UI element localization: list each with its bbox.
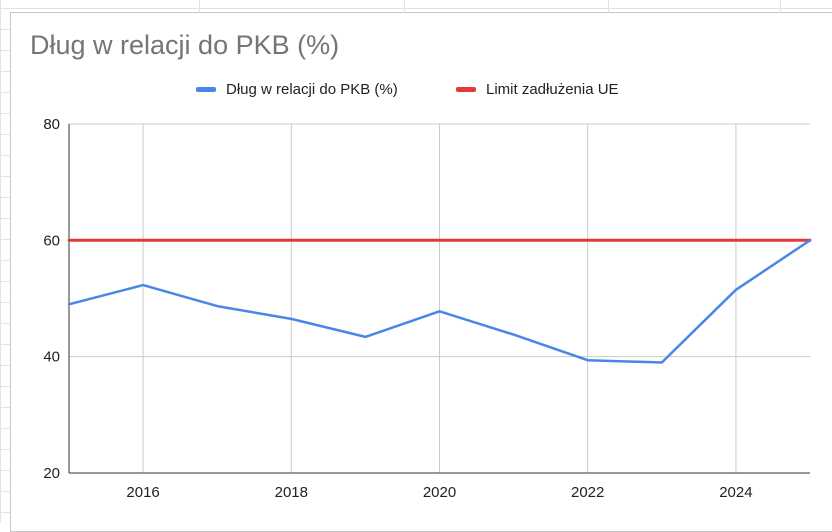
y-tick-label: 60 bbox=[43, 232, 60, 249]
y-tick-label: 20 bbox=[43, 465, 60, 482]
x-tick-label: 2020 bbox=[423, 484, 456, 501]
x-tick-label: 2016 bbox=[126, 484, 159, 501]
x-tick-label: 2018 bbox=[275, 484, 308, 501]
y-tick-label: 80 bbox=[43, 116, 60, 133]
x-tick-label: 2024 bbox=[719, 484, 752, 501]
x-tick-label: 2022 bbox=[571, 484, 604, 501]
y-tick-label: 40 bbox=[43, 349, 60, 366]
